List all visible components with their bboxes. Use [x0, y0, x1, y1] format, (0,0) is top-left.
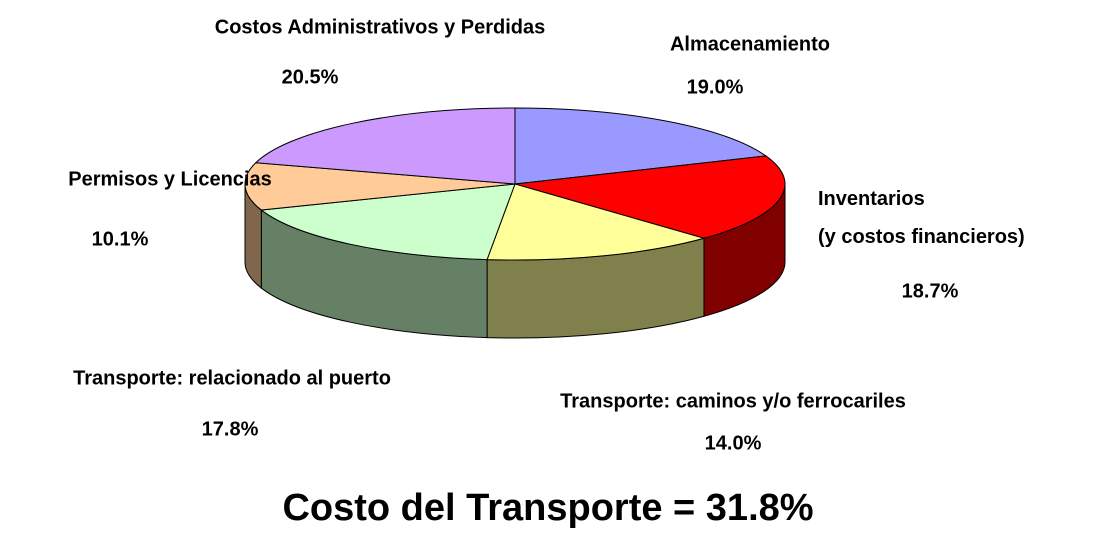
- pie-sides: [244, 183, 786, 339]
- slice-value-label: 20.5%: [282, 66, 339, 88]
- slice: [486, 183, 706, 261]
- slice-label: Transporte: relacionado al puerto: [73, 367, 391, 389]
- slice-value-label: 17.8%: [202, 418, 259, 440]
- slice-label: Almacenamiento: [670, 33, 830, 55]
- pie-tops: [244, 107, 786, 261]
- slice-value-label: 10.1%: [92, 228, 149, 250]
- slice-label: Permisos y Licencias: [68, 168, 271, 190]
- slice-label: Inventarios (y costos financieros): [818, 188, 1025, 248]
- slice-label: Transporte: caminos y/o ferrocariles: [560, 390, 906, 412]
- slice: [254, 107, 516, 185]
- slice-value-label: 19.0%: [687, 76, 744, 98]
- labels: Almacenamiento 19.0% Inventarios (y costos …: [68, 16, 1024, 454]
- slice: [244, 162, 516, 211]
- slice-value-label: 18.7%: [902, 280, 959, 302]
- slice: [514, 155, 786, 239]
- slice: [514, 107, 768, 185]
- annotation: Costo del Transporte = 31.8%: [282, 487, 813, 529]
- slice-label: Costos Administrativos y Perdidas: [215, 16, 545, 38]
- slice: [260, 183, 516, 261]
- slice-value-label: 14.0%: [705, 432, 762, 454]
